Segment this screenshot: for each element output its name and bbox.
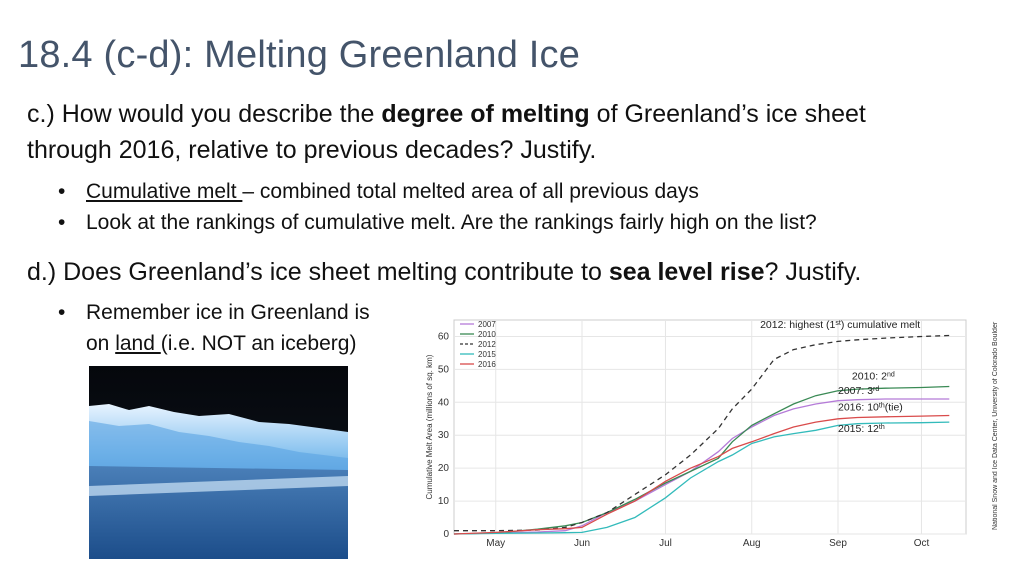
question-c-line2: through 2016, relative to previous decad… [27, 136, 597, 164]
x-tick-label: Sep [829, 538, 847, 549]
x-tick-label: Jun [574, 538, 590, 549]
bullet-cumulative-melt: Cumulative melt – combined total melted … [58, 176, 817, 207]
bullet-pre: on [86, 332, 116, 355]
legend-label-2016: 2016 [478, 360, 496, 369]
term-cumulative-melt: Cumulative melt [86, 180, 243, 203]
bullet-text: – combined total melted area of all prev… [242, 180, 699, 203]
x-tick-label: May [486, 538, 505, 549]
question-c-bold: degree of melting [381, 100, 590, 128]
bullet-rankings: Look at the rankings of cumulative melt.… [58, 207, 817, 238]
question-c-label: c.) How would you describe the [27, 100, 382, 128]
question-c-rest: of Greenland’s ice sheet [589, 100, 866, 128]
source-credit: National Snow and Ice Data Center, Unive… [992, 321, 999, 530]
question-d-bold: sea level rise [608, 258, 765, 286]
series-line-2016 [453, 414, 950, 535]
legend-label-2010: 2010 [478, 330, 496, 339]
series-line-2010 [453, 385, 950, 535]
annotation-label: 2012: highest (1st) cumulative melt [760, 319, 920, 331]
term-land: land [115, 332, 161, 355]
bullet-post: (i.e. NOT an iceberg) [160, 332, 357, 355]
annotation-label: 2007: 3rd [838, 385, 879, 397]
x-tick-label: Oct [914, 538, 930, 549]
y-tick-label: 10 [438, 496, 450, 507]
series-line-2007 [453, 398, 950, 535]
legend-label-2015: 2015 [478, 350, 496, 359]
question-c: c.) How would you describe the degree of… [27, 96, 866, 168]
x-tick-label: Jul [659, 538, 672, 549]
bullets-c: Cumulative melt – combined total melted … [58, 176, 817, 238]
plot-frame [453, 319, 967, 535]
y-tick-label: 0 [443, 529, 449, 540]
question-d-label: d.) Does Greenland’s ice sheet melting c… [27, 258, 609, 286]
y-tick-label: 20 [438, 463, 450, 474]
bullet-line1: Remember ice in Greenland is [86, 301, 370, 324]
x-tick-label: Aug [743, 538, 761, 549]
y-tick-label: 50 [438, 364, 450, 375]
y-axis-label: Cumulative Melt Area (millions of sq. km… [425, 354, 434, 499]
legend-label-2007: 2007 [478, 320, 496, 329]
y-tick-label: 40 [438, 397, 450, 408]
series-line-2012 [454, 334, 950, 532]
series-line-2015 [453, 421, 950, 535]
annotation-label: 2010: 2nd [852, 370, 895, 382]
y-tick-label: 60 [438, 331, 450, 342]
glacier-photo [89, 366, 348, 559]
bullet-text: Look at the rankings of cumulative melt.… [86, 211, 817, 234]
legend-label-2012: 2012 [478, 340, 496, 349]
y-tick-label: 30 [438, 430, 450, 441]
annotation-label: 2016: 10th(tie) [838, 402, 903, 414]
bullet-land: Remember ice in Greenland is on land (i.e… [58, 297, 370, 359]
annotation-label: 2015: 12th [838, 423, 885, 435]
question-d-rest: ? Justify. [764, 258, 862, 286]
question-d: d.) Does Greenland’s ice sheet melting c… [27, 254, 861, 290]
bullets-d: Remember ice in Greenland is on land (i.e… [58, 297, 370, 359]
slide-title: 18.4 (c-d): Melting Greenland Ice [18, 34, 581, 76]
